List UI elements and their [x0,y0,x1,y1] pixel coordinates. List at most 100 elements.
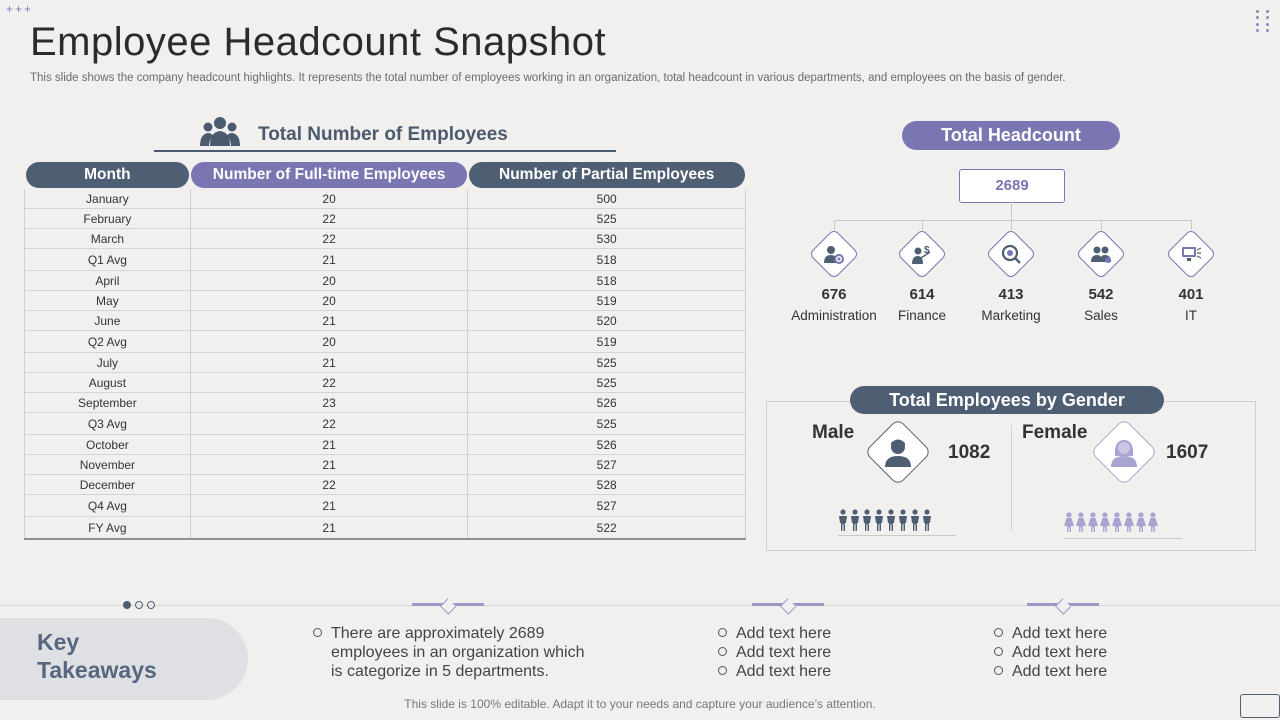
takeaway-tab-2 [752,598,824,615]
table-cell-month: June [24,310,191,331]
tree-connector [1011,202,1012,220]
total-headcount-label: Total Headcount [902,121,1120,150]
table-cell-month: Q3 Avg [24,412,191,435]
table-cell-full: 22 [189,474,468,495]
table-cell-partial: 528 [467,474,746,495]
table-cell-month: Q4 Avg [24,494,191,517]
table-row: December 22 528 [24,474,746,495]
table-row: September 23 526 [24,392,746,413]
female-person-icon [1136,512,1146,537]
table-cell-partial: 518 [467,270,746,291]
group-people-icon [200,116,240,153]
male-person-icon [910,509,920,536]
table-cell-full: 21 [189,352,468,373]
table-cell-month: April [24,270,191,291]
table-row: July 21 525 [24,352,746,373]
pager-dot[interactable] [147,601,155,609]
decorative-plus-marks: +++ [6,2,34,16]
table-cell-month: January [24,189,191,209]
male-person-icon [838,509,848,536]
female-label: Female [1022,422,1088,443]
table-row: October 21 526 [24,434,746,455]
table-row: Q3 Avg 22 525 [24,412,746,435]
department-finance: $ 614 Finance [877,220,967,323]
female-avatar-icon [1090,418,1158,486]
table-cell-partial: 525 [467,412,746,435]
male-person-icon [922,509,932,536]
female-person-icon [1076,512,1086,537]
table-cell-full: 21 [189,248,468,271]
takeaway-text: employees in an organization which [331,644,585,661]
table-row: November 21 527 [24,454,746,475]
table-row: June 21 520 [24,310,746,331]
male-person-icon [874,509,884,536]
table-cell-month: August [24,372,191,393]
table-cell-month: Q1 Avg [24,248,191,271]
female-person-icon [1124,512,1134,537]
table-cell-partial: 526 [467,434,746,455]
department-count: 413 [998,286,1024,303]
department-name: Sales [1084,308,1118,323]
table-cell-full: 20 [189,330,468,353]
takeaway-text: Add text here [1012,625,1108,642]
page-subtitle: This slide shows the company headcount h… [30,72,1066,84]
table-cell-month: July [24,352,191,373]
slide-pager[interactable] [123,601,155,609]
male-person-icon [862,509,872,536]
takeaway-column-3: Add text here Add text here Add text her… [994,624,1107,681]
department-it: 401 IT [1146,220,1236,323]
column-header-month: Month [25,161,191,189]
table-cell-full: 20 [189,189,468,209]
key-takeaways-panel [0,618,248,700]
table-cell-partial: 518 [467,248,746,271]
admin-gear-icon [808,228,860,280]
table-cell-partial: 519 [467,330,746,353]
male-label: Male [812,422,855,443]
footer-note: This slide is 100% editable. Adapt it to… [404,697,876,711]
takeaway-tab-1 [412,598,484,615]
column-header-partial: Number of Partial Employees [468,161,746,189]
table-row: Q1 Avg 21 518 [24,248,746,271]
corner-button[interactable] [1240,694,1280,718]
it-monitor-icon [1165,228,1217,280]
table-cell-full: 22 [189,372,468,393]
svg-text:$: $ [924,245,930,256]
department-name: Finance [897,308,947,323]
table-cell-full: 21 [189,454,468,475]
table-cell-partial: 522 [467,516,746,540]
table-cell-full: 22 [189,412,468,435]
table-cell-partial: 530 [467,228,746,249]
department-sales: 542 Sales [1056,220,1146,323]
pager-dot[interactable] [135,601,143,609]
employees-table: Month Number of Full-time Employees Numb… [24,161,746,540]
department-count: 614 [909,286,935,303]
table-cell-partial: 527 [467,494,746,517]
takeaway-column-1: There are approximately 2689 employees i… [313,624,584,681]
table-cell-month: October [24,434,191,455]
takeaway-text: Add text here [736,625,832,642]
table-row: May 20 519 [24,290,746,311]
table-cell-full: 21 [189,310,468,331]
table-cell-month: November [24,454,191,475]
table-row: January 20 500 [24,189,746,209]
table-cell-partial: 500 [467,189,746,209]
female-count: 1607 [1166,442,1209,463]
table-row: April 20 518 [24,270,746,291]
table-cell-partial: 519 [467,290,746,311]
male-people-row-icon [838,509,932,536]
male-person-icon [898,509,908,536]
female-person-icon [1112,512,1122,537]
department-count: 542 [1088,286,1114,303]
department-administration: 676 Administration [789,220,879,323]
table-cell-month: FY Avg [24,516,191,540]
table-cell-month: Q2 Avg [24,330,191,353]
female-person-icon [1148,512,1158,537]
sales-team-icon [1075,228,1127,280]
male-person-icon [886,509,896,536]
table-cell-full: 21 [189,434,468,455]
department-name: IT [1185,308,1197,323]
pager-dot[interactable] [123,601,131,609]
table-cell-full: 21 [189,516,468,540]
table-cell-month: March [24,228,191,249]
table-row: FY Avg 21 522 [24,516,746,540]
